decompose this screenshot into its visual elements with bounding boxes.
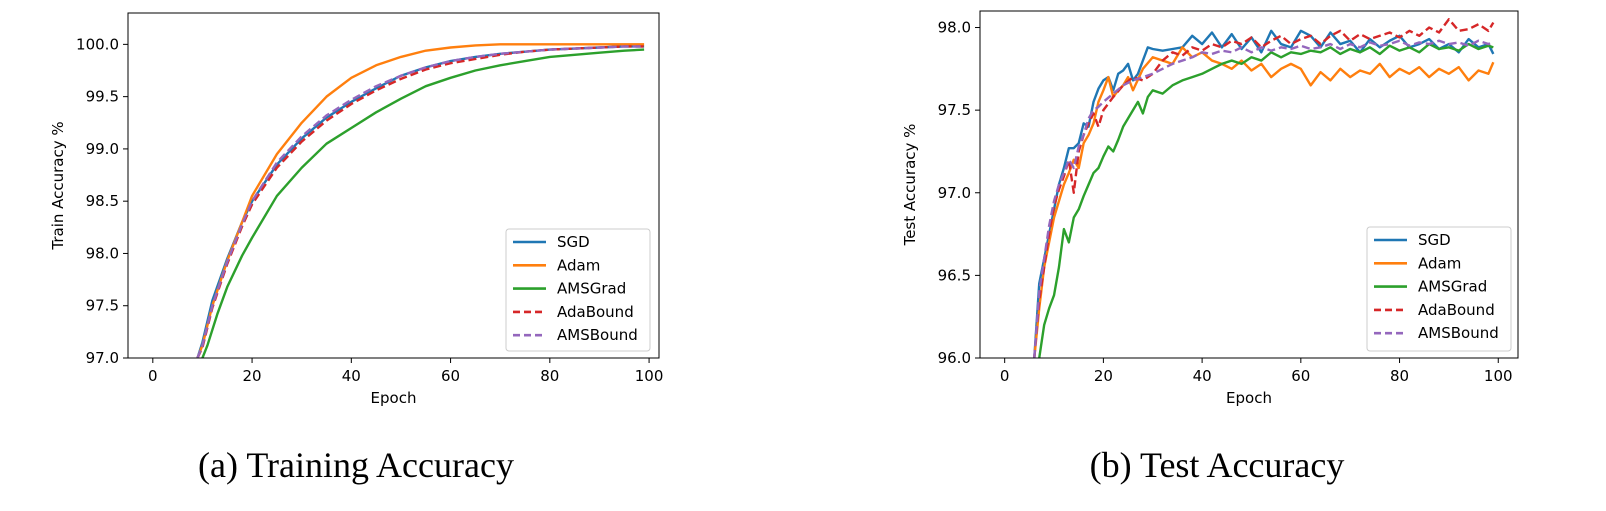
- series-line-adam: [1033, 46, 1495, 358]
- legend-label-amsbound: AMSBound: [557, 326, 638, 344]
- legend-label-adabound: AdaBound: [557, 303, 634, 321]
- series-lines: [1033, 18, 1495, 358]
- y-tick-label: 98.5: [86, 192, 119, 210]
- x-tick-label: 0: [1000, 367, 1010, 385]
- legend: SGD Adam AMSGrad AdaBound AMSBound: [1366, 226, 1512, 352]
- x-tick-label: 60: [441, 367, 460, 385]
- x-axis-label: Epoch: [1226, 389, 1272, 407]
- y-tick-label: 97.5: [938, 101, 971, 119]
- figure-caption: (a) Training Accuracy: [198, 445, 514, 485]
- y-tick-label: 96.5: [938, 266, 971, 284]
- x-tick-label: 100: [635, 367, 664, 385]
- legend-label-sgd: SGD: [557, 233, 590, 251]
- y-axis-label: Train Accuracy %: [49, 121, 67, 250]
- x-tick-label: 100: [1484, 367, 1513, 385]
- legend-label-adam: Adam: [557, 256, 600, 274]
- x-tick-label: 40: [1193, 367, 1212, 385]
- training-accuracy-panel: 0 20 40 60 80 100 97.0 97.5 98.0 98.5 99.0 99.5 100.…: [49, 12, 664, 485]
- x-tick-label: 80: [540, 367, 559, 385]
- legend-label-adabound: AdaBound: [1418, 301, 1495, 319]
- series-line-amsbound: [196, 45, 645, 358]
- y-tick-label: 97.0: [86, 349, 119, 367]
- x-tick-label: 40: [342, 367, 361, 385]
- legend-label-adam: Adam: [1418, 254, 1461, 272]
- figure-caption: (b) Test Accuracy: [1090, 445, 1345, 485]
- y-tick-label: 98.0: [938, 19, 971, 37]
- y-tick-label: 98.0: [86, 244, 119, 262]
- y-tick-label: 96.0: [938, 349, 971, 367]
- series-line-amsbound: [1033, 39, 1494, 358]
- series-line-amsgrad: [1038, 42, 1494, 358]
- test-accuracy-panel: 0 20 40 60 80 100 96.0 96.5 97.0 97.5 98.0 Epoch Tes…: [901, 10, 1519, 485]
- legend-label-amsgrad: AMSGrad: [1418, 278, 1487, 296]
- y-axis-label: Test Accuracy %: [901, 124, 919, 247]
- legend: SGD Adam AMSGrad AdaBound AMSBound: [505, 228, 651, 352]
- legend-label-sgd: SGD: [1418, 231, 1451, 249]
- series-lines: [196, 43, 645, 358]
- axes-frame: [127, 12, 660, 359]
- y-tick-label: 99.0: [86, 140, 119, 158]
- legend-box: [1366, 226, 1512, 352]
- x-axis-label: Epoch: [371, 389, 417, 407]
- legend-label-amsgrad: AMSGrad: [557, 280, 626, 298]
- x-tick-label: 0: [148, 367, 158, 385]
- y-tick-label: 99.5: [86, 88, 119, 106]
- y-tick-label: 100.0: [76, 35, 119, 53]
- y-tick-label: 97.5: [86, 297, 119, 315]
- x-tick-label: 80: [1390, 367, 1409, 385]
- legend-label-amsbound: AMSBound: [1418, 324, 1499, 342]
- axes-frame: [979, 10, 1519, 359]
- x-tick-label: 60: [1291, 367, 1310, 385]
- series-line-amsgrad: [201, 48, 645, 358]
- legend-box: [505, 228, 651, 352]
- x-tick-label: 20: [243, 367, 262, 385]
- y-tick-label: 97.0: [938, 184, 971, 202]
- x-tick-label: 20: [1094, 367, 1113, 385]
- series-line-adabound: [196, 45, 645, 358]
